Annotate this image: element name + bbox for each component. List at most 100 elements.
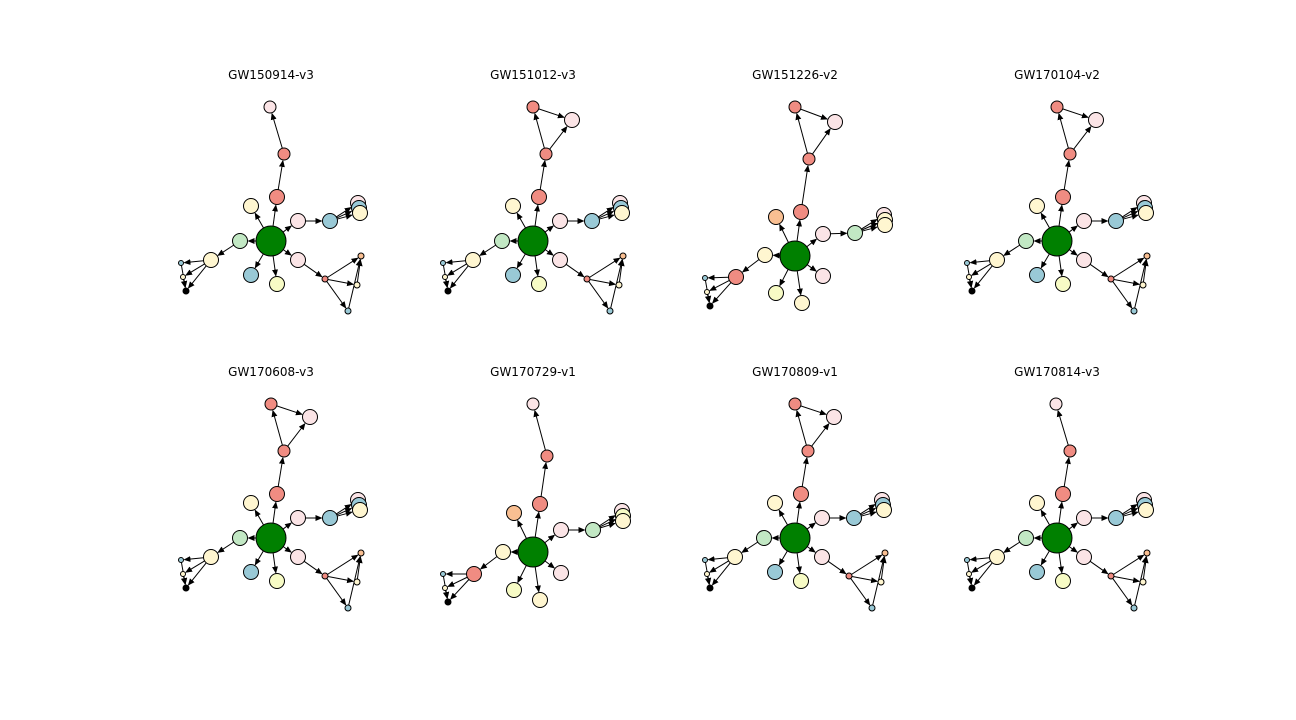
graph-node	[615, 281, 623, 289]
graph-edge	[806, 264, 817, 272]
graph-edge	[517, 519, 527, 539]
graph-edge	[812, 128, 831, 155]
graph-edge	[327, 576, 355, 584]
graph-edge	[1089, 263, 1109, 278]
graph-edge	[795, 112, 808, 154]
graph-edge	[862, 225, 878, 232]
graph-node	[539, 147, 553, 161]
graph-edge	[778, 509, 788, 526]
graph-edge	[1063, 456, 1071, 487]
graph-edge	[1003, 541, 1021, 553]
graph-edge	[271, 409, 283, 446]
graph-edge	[600, 522, 616, 529]
graph-edge	[830, 230, 848, 237]
graph-node	[966, 571, 972, 577]
graph-node	[321, 572, 329, 580]
graph-node	[1076, 549, 1092, 565]
graph-node	[444, 287, 452, 295]
graph-panel: GW170809-v1	[702, 365, 892, 612]
graph-edge	[544, 249, 554, 256]
graph-edge	[801, 164, 811, 205]
graph-node	[269, 189, 285, 205]
graph-edge	[447, 263, 467, 276]
graph-edge	[806, 546, 816, 553]
graph-edge	[801, 456, 809, 487]
graph-node	[553, 565, 569, 581]
graph-edge	[254, 212, 264, 229]
graph-node	[583, 275, 591, 283]
graph-edge	[588, 281, 609, 309]
graph-node	[968, 287, 976, 295]
graph-edge	[336, 508, 353, 516]
graph-edge	[336, 211, 353, 219]
graph-node	[606, 307, 614, 315]
graph-node	[182, 287, 190, 295]
graph-node	[1076, 213, 1092, 229]
graph-node	[531, 276, 547, 292]
graph-edge	[337, 213, 353, 220]
graph-edge	[479, 556, 498, 570]
graph-edge	[1068, 546, 1078, 553]
graph-node	[788, 100, 802, 114]
graph-edge	[973, 562, 993, 586]
graph-node	[178, 557, 184, 563]
graph-node	[1050, 100, 1064, 114]
graph-edge	[704, 576, 711, 586]
graph-edge	[1058, 501, 1065, 524]
graph-edge	[971, 263, 991, 276]
graph-node	[180, 274, 186, 280]
graph-edge	[796, 219, 803, 242]
graph-node	[868, 604, 876, 612]
graph-node	[756, 530, 772, 546]
graph-node	[846, 510, 862, 526]
graph-edge	[442, 590, 449, 600]
graph-node	[322, 510, 338, 526]
graph-node	[505, 198, 521, 214]
graph-edge	[800, 108, 828, 120]
graph-edge	[1068, 522, 1078, 530]
graph-node	[615, 513, 631, 529]
graph-edge	[1040, 253, 1050, 269]
graph-edge	[599, 213, 615, 220]
graph-node	[814, 510, 830, 526]
graph-node	[357, 252, 365, 260]
graph-node	[881, 549, 889, 557]
graph-edge	[326, 281, 347, 309]
graph-node	[564, 112, 580, 128]
nodes	[178, 397, 368, 612]
graph-edge	[707, 274, 729, 281]
graph-node	[584, 213, 600, 229]
graph-edge	[336, 504, 352, 515]
graph-edge	[861, 222, 879, 231]
graph-node	[264, 397, 278, 411]
graph-node	[815, 268, 831, 284]
graph-node	[1029, 198, 1045, 214]
graph-edge	[1003, 244, 1021, 256]
graph-node	[1055, 276, 1071, 292]
graph-panel: GW170608-v3	[178, 365, 368, 612]
graph-node	[243, 495, 259, 511]
graph-node	[442, 274, 448, 280]
graph-edge	[969, 556, 990, 563]
graph-node	[1107, 275, 1115, 283]
graph-node	[203, 549, 219, 565]
graph-node	[1063, 147, 1077, 161]
graph-node	[552, 213, 568, 229]
graph-node	[232, 233, 248, 249]
nodes	[440, 397, 631, 608]
graph-edge	[861, 218, 878, 230]
graph-node	[1143, 252, 1151, 260]
graph-edge	[806, 522, 816, 530]
graph-edge	[1058, 204, 1065, 227]
graph-edge	[1123, 510, 1139, 517]
graph-node	[1029, 495, 1045, 511]
graph-edge	[534, 255, 540, 277]
graph-node	[793, 486, 809, 502]
graph-node	[182, 584, 190, 592]
graph-node	[1076, 252, 1092, 268]
graph-edge	[533, 409, 546, 451]
graph-node	[1076, 510, 1092, 526]
graph-panel: GW170729-v1	[440, 365, 631, 608]
graph-edge	[795, 409, 807, 446]
